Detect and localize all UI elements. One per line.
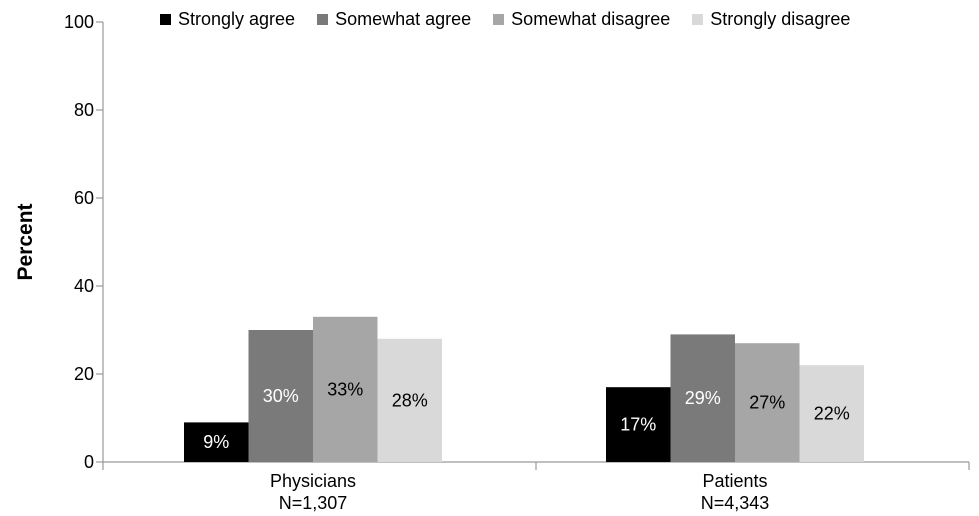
legend-label-strongly-agree: Strongly agree	[178, 9, 296, 29]
data-label-physicians-strongly-agree: 9%	[203, 432, 229, 452]
legend-swatch-strongly-disagree	[692, 14, 704, 25]
legend-label-somewhat-agree: Somewhat agree	[335, 9, 472, 29]
bar-physicians-somewhat-disagree	[313, 316, 378, 462]
data-label-physicians-somewhat-agree: 30%	[263, 386, 299, 406]
bar-patients-strongly-disagree	[799, 365, 864, 462]
legend-swatch-strongly-agree	[160, 14, 171, 25]
legend-label-strongly-disagree: Strongly disagree	[710, 9, 851, 29]
legend-item-strongly-agree: Strongly agree	[160, 9, 295, 30]
x-category-label: Patients	[702, 471, 767, 491]
legend-item-somewhat-agree: Somewhat agree	[317, 9, 471, 30]
y-tick-label: 40	[74, 276, 94, 296]
bar-physicians-somewhat-agree	[248, 330, 313, 462]
bar-patients-somewhat-agree	[670, 334, 735, 462]
data-label-physicians-somewhat-disagree: 33%	[327, 379, 363, 399]
y-tick-label: 20	[74, 364, 94, 384]
bar-physicians-strongly-agree	[184, 422, 249, 462]
x-category-sample-size: N=4,343	[701, 493, 770, 513]
y-axis-label: Percent	[14, 203, 37, 280]
legend-swatch-somewhat-agree	[317, 14, 329, 25]
bar-patients-strongly-agree	[606, 387, 671, 462]
legend-item-somewhat-disagree: Somewhat disagree	[493, 9, 670, 30]
data-label-patients-strongly-agree: 17%	[620, 415, 656, 435]
legend-swatch-somewhat-disagree	[493, 14, 505, 25]
legend-item-strongly-disagree: Strongly disagree	[692, 9, 850, 30]
data-label-physicians-strongly-disagree: 28%	[392, 390, 428, 410]
x-category-label: Physicians	[270, 471, 356, 491]
chart-legend: Strongly agree Somewhat agree Somewhat d…	[160, 9, 850, 30]
data-label-patients-somewhat-agree: 29%	[685, 388, 721, 408]
y-tick-label: 100	[64, 12, 94, 32]
legend-label-somewhat-disagree: Somewhat disagree	[511, 9, 671, 29]
x-category-sample-size: N=1,307	[279, 493, 348, 513]
y-tick-label: 80	[74, 100, 94, 120]
data-label-patients-somewhat-disagree: 27%	[749, 393, 785, 413]
y-tick-label: 0	[84, 452, 94, 472]
bar-physicians-strongly-disagree	[377, 338, 442, 462]
data-label-patients-strongly-disagree: 22%	[814, 404, 850, 424]
y-tick-label: 60	[74, 188, 94, 208]
bar-patients-somewhat-disagree	[735, 343, 800, 462]
